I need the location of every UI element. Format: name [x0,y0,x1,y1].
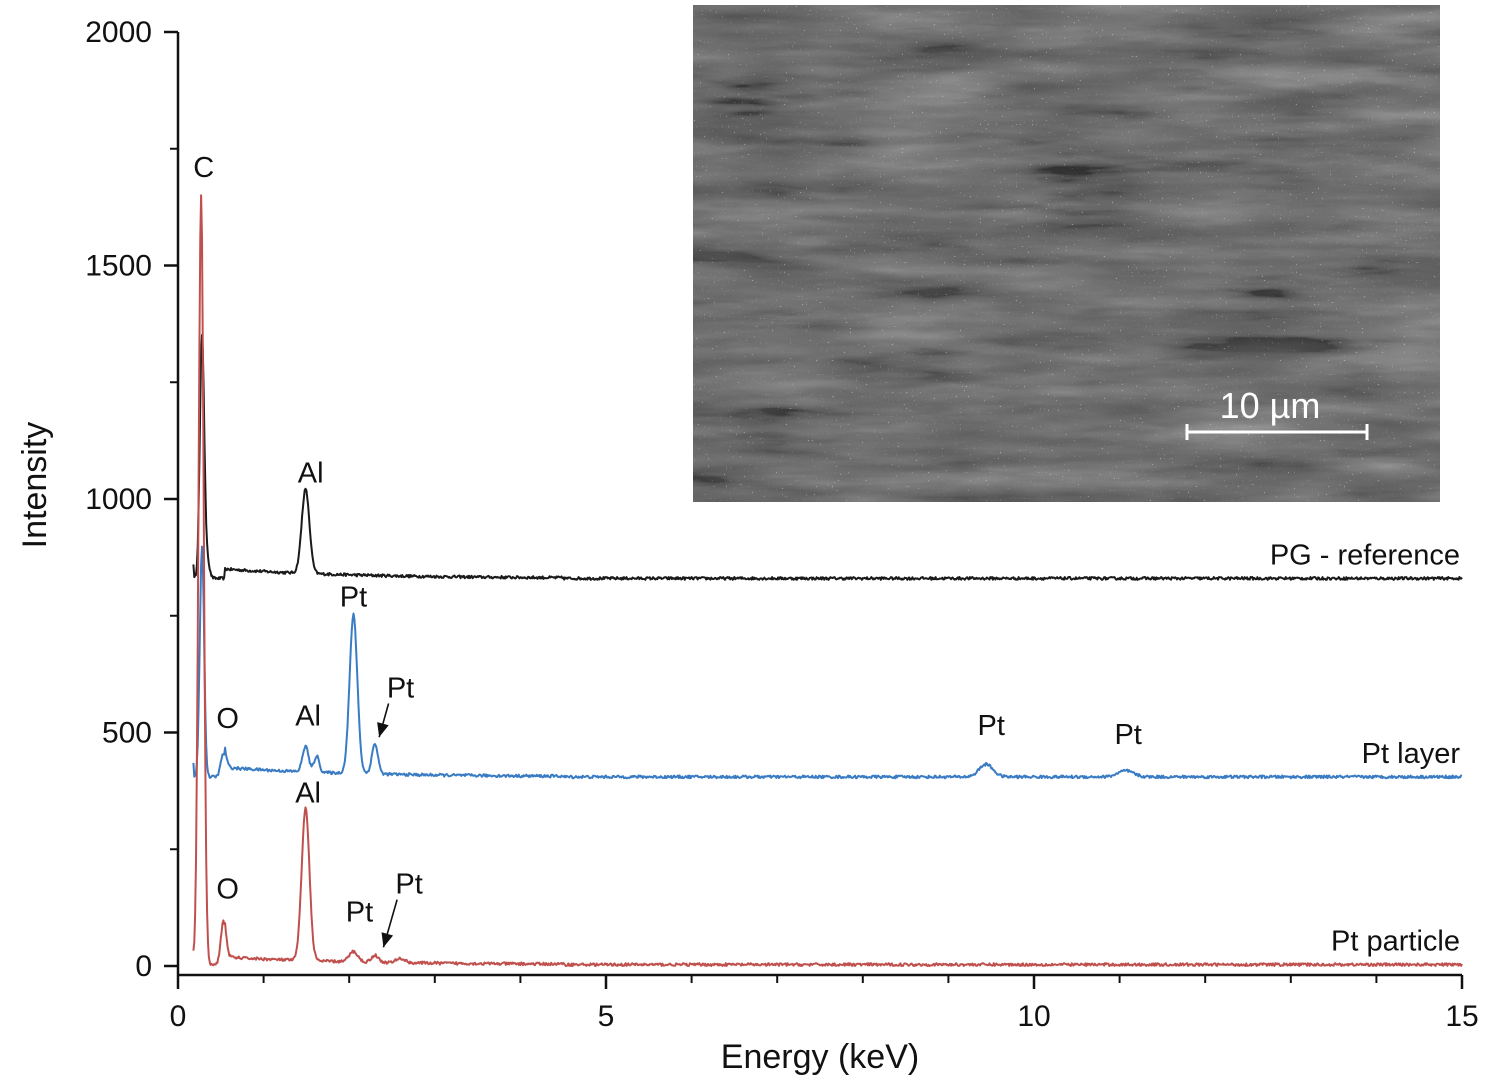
y-tick-label: 1500 [85,250,152,283]
y-tick-label: 0 [135,950,152,983]
peak-label: O [216,703,239,735]
x-axis-title: Energy (keV) [721,1038,919,1076]
y-tick-label: 1000 [85,483,152,516]
peak-label: Al [295,700,321,732]
series-label: Pt layer [1362,738,1461,770]
spectrum-pg-reference [192,333,1463,581]
spectra [192,194,1463,967]
peak-label: Al [295,778,321,810]
annotation-arrow-head [381,932,394,948]
x-tick-label: 5 [598,1000,615,1033]
peak-label: Pt [977,710,1004,742]
annotations: PG - reference Pt layer Pt particle C Al Pt Pt… [193,152,1460,958]
peak-label: C [193,152,214,184]
peak-label: Pt [1114,719,1141,751]
series-label: PG - reference [1270,539,1460,571]
peak-label: Pt [346,897,373,929]
peak-label: Pt [387,672,414,704]
peak-label: Al [298,458,324,490]
y-axis-title: Intensity [16,422,54,549]
peak-label: Pt [340,581,367,613]
sem-micrograph-inset: 10 µm [693,5,1440,502]
scale-bar: 10 µm [1185,385,1369,440]
peak-label: Pt [395,869,422,901]
x-tick-label: 10 [1017,1000,1050,1033]
y-tick-label: 500 [102,717,152,750]
x-tick-label: 0 [170,1000,187,1033]
series-label: Pt particle [1331,926,1460,958]
scale-bar-label: 10 µm [1220,385,1321,426]
spectrum-pt-particle [192,194,1463,967]
x-tick-label: 15 [1445,1000,1478,1033]
y-tick-label: 2000 [85,16,152,49]
axes: 0 5 10 15 0 500 1000 1500 2000 [85,16,1478,1033]
annotation-arrow-head [377,722,389,738]
spectrum-pt-layer [192,545,1463,780]
peak-label: O [216,873,239,905]
